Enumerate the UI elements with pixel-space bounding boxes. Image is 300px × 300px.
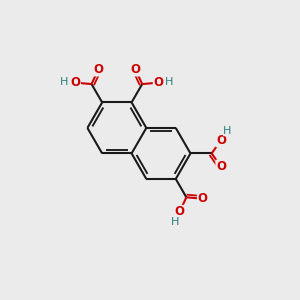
Text: O: O xyxy=(216,160,226,173)
Text: O: O xyxy=(216,134,226,147)
Text: H: H xyxy=(60,77,68,87)
Text: H: H xyxy=(165,77,174,87)
Text: O: O xyxy=(197,192,208,205)
Text: H: H xyxy=(171,217,179,227)
Text: O: O xyxy=(70,76,80,89)
Text: O: O xyxy=(130,63,140,76)
Text: O: O xyxy=(153,76,163,89)
Text: O: O xyxy=(93,63,103,76)
Text: O: O xyxy=(175,206,184,218)
Text: H: H xyxy=(223,126,232,136)
